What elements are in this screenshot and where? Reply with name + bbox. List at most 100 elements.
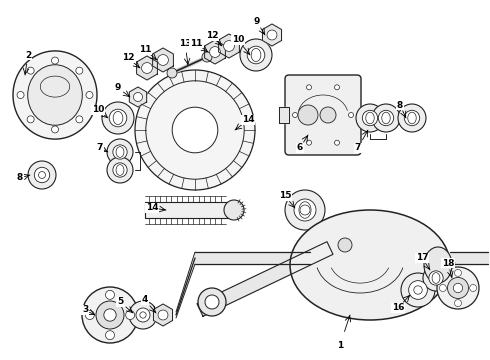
Circle shape [398, 104, 426, 132]
Circle shape [129, 301, 157, 329]
Circle shape [404, 110, 420, 126]
Circle shape [320, 107, 336, 123]
Circle shape [223, 41, 234, 51]
Circle shape [17, 91, 24, 99]
Circle shape [240, 39, 272, 71]
Circle shape [205, 295, 219, 309]
Circle shape [158, 310, 168, 320]
Polygon shape [129, 87, 147, 107]
Polygon shape [195, 252, 310, 264]
Polygon shape [450, 252, 488, 264]
Ellipse shape [366, 112, 374, 124]
Polygon shape [450, 260, 455, 280]
Circle shape [298, 105, 318, 125]
Text: 18: 18 [442, 258, 454, 267]
Circle shape [307, 140, 312, 145]
Circle shape [338, 238, 352, 252]
Polygon shape [205, 40, 225, 64]
Circle shape [136, 308, 150, 322]
Text: 8: 8 [17, 174, 23, 183]
Circle shape [414, 286, 422, 294]
Polygon shape [197, 242, 333, 316]
Ellipse shape [13, 51, 97, 139]
Ellipse shape [28, 65, 82, 125]
Circle shape [82, 287, 138, 343]
Circle shape [39, 171, 46, 179]
Polygon shape [263, 24, 282, 46]
Circle shape [51, 126, 58, 133]
Text: 15: 15 [279, 192, 291, 201]
Polygon shape [152, 48, 173, 72]
Circle shape [372, 104, 400, 132]
Ellipse shape [40, 76, 70, 97]
Ellipse shape [116, 165, 124, 175]
Polygon shape [137, 56, 157, 80]
Polygon shape [219, 34, 240, 58]
Circle shape [455, 269, 462, 276]
Text: 14: 14 [146, 203, 158, 212]
Circle shape [133, 93, 143, 102]
Circle shape [142, 63, 152, 73]
Circle shape [102, 102, 134, 134]
Text: 5: 5 [117, 297, 123, 306]
Polygon shape [153, 304, 172, 326]
Ellipse shape [113, 111, 123, 125]
Text: 3: 3 [82, 306, 88, 315]
Circle shape [96, 301, 124, 329]
Circle shape [125, 310, 135, 320]
Text: 10: 10 [232, 36, 244, 45]
Ellipse shape [408, 112, 416, 124]
Circle shape [437, 267, 479, 309]
Circle shape [447, 278, 468, 298]
Text: 17: 17 [416, 253, 428, 262]
Circle shape [113, 145, 127, 159]
Text: 13: 13 [179, 39, 191, 48]
Circle shape [34, 167, 49, 183]
Circle shape [224, 200, 244, 220]
Circle shape [453, 283, 463, 293]
Text: 4: 4 [142, 296, 148, 305]
Polygon shape [279, 107, 289, 123]
Ellipse shape [424, 247, 452, 283]
Circle shape [210, 46, 220, 57]
Circle shape [300, 205, 310, 215]
Circle shape [285, 190, 325, 230]
Text: 12: 12 [122, 54, 134, 63]
Circle shape [267, 30, 277, 40]
Circle shape [409, 281, 427, 300]
Circle shape [105, 331, 115, 340]
Circle shape [27, 67, 34, 74]
Circle shape [76, 67, 83, 74]
Ellipse shape [299, 202, 311, 218]
Circle shape [135, 70, 255, 190]
Ellipse shape [432, 273, 440, 283]
Ellipse shape [290, 210, 450, 320]
Circle shape [440, 284, 446, 292]
Text: 6: 6 [297, 144, 303, 153]
Polygon shape [145, 202, 230, 218]
Circle shape [107, 139, 133, 165]
Circle shape [107, 157, 133, 183]
Circle shape [86, 91, 93, 99]
Circle shape [167, 68, 177, 78]
Circle shape [423, 265, 449, 291]
Ellipse shape [382, 112, 390, 124]
Circle shape [294, 199, 316, 221]
Circle shape [307, 85, 312, 90]
Circle shape [113, 163, 127, 177]
Text: 10: 10 [92, 105, 104, 114]
Text: 9: 9 [254, 18, 260, 27]
Circle shape [28, 161, 56, 189]
Circle shape [105, 290, 115, 299]
Circle shape [158, 55, 169, 66]
Circle shape [85, 310, 95, 320]
Circle shape [401, 273, 435, 307]
Circle shape [140, 312, 146, 318]
Circle shape [198, 288, 226, 316]
FancyBboxPatch shape [285, 75, 361, 155]
Circle shape [104, 309, 116, 321]
Circle shape [348, 112, 353, 117]
Circle shape [51, 57, 58, 64]
Circle shape [247, 46, 265, 64]
Circle shape [429, 271, 443, 285]
